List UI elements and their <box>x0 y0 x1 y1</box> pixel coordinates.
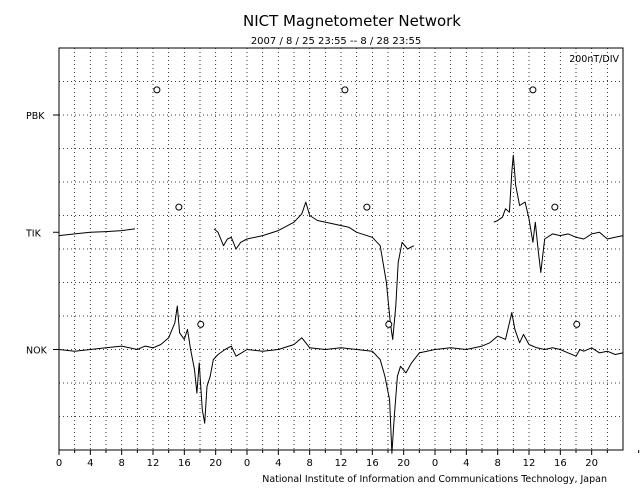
x-axis-ticks: 0 4 8 12 16 20 0 4 8 12 16 20 0 4 8 12 16 20 <box>56 450 640 469</box>
trace-nok <box>246 337 436 454</box>
credit-text: National Institute of Information and Co… <box>262 474 607 485</box>
x-tick-label: 12 <box>147 458 160 469</box>
x-tick-label: 20 <box>209 458 222 469</box>
midnight-marker-tik <box>551 203 559 211</box>
stations: PBK TIK NOK <box>25 86 624 454</box>
midnight-marker-pbk <box>341 86 349 94</box>
station-label-tik: TIK <box>25 228 42 239</box>
trace-nok <box>434 312 624 357</box>
midnight-marker-pbk <box>153 86 161 94</box>
x-tick-label: 4 <box>275 458 281 469</box>
midnight-marker-tik <box>363 203 371 211</box>
trace-nok <box>58 305 248 424</box>
grid <box>59 48 623 450</box>
x-tick-label: 20 <box>397 458 410 469</box>
x-tick-label: 8 <box>118 458 124 469</box>
x-tick-label: 12 <box>523 458 536 469</box>
trace-tik <box>213 201 415 340</box>
trace-tik <box>493 154 624 273</box>
midnight-marker-nok <box>573 320 581 328</box>
x-tick-label: 16 <box>178 458 191 469</box>
station-label-pbk: PBK <box>26 111 45 122</box>
chart-subtitle: 2007 / 8 / 25 23:55 -- 8 / 28 23:55 <box>251 36 421 47</box>
x-tick-label: 4 <box>87 458 93 469</box>
x-tick-label: 8 <box>494 458 500 469</box>
x-tick-label: 4 <box>463 458 469 469</box>
x-tick-label: 20 <box>585 458 598 469</box>
scale-label: 200nT/DIV <box>569 54 619 65</box>
midnight-marker-pbk <box>529 86 537 94</box>
x-tick-label: 0 <box>56 458 62 469</box>
x-tick-label: 12 <box>335 458 348 469</box>
trace-tik <box>58 228 136 237</box>
x-tick-label: 16 <box>366 458 379 469</box>
midnight-marker-nok <box>197 320 205 328</box>
x-tick-label: 16 <box>554 458 567 469</box>
x-tick-label: 8 <box>306 458 312 469</box>
x-tick-label: 0 <box>432 458 438 469</box>
chart-title: NICT Magnetometer Network <box>243 12 461 30</box>
midnight-marker-nok <box>385 320 393 328</box>
station-label-nok: NOK <box>26 346 48 357</box>
midnight-marker-tik <box>175 203 183 211</box>
x-tick-label: 0 <box>244 458 250 469</box>
